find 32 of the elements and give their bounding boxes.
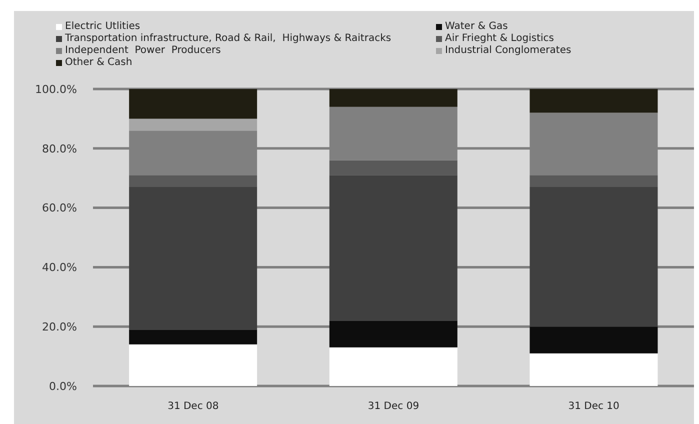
y-tick-label: 100.0% <box>35 82 77 96</box>
bar <box>129 118 258 131</box>
bar <box>329 320 458 348</box>
legend-label: Water & Gas <box>445 21 508 32</box>
y-tick-label: 80.0% <box>42 142 77 156</box>
bar <box>530 187 658 327</box>
bar <box>129 89 258 119</box>
x-tick-label: 31 Dec 09 <box>368 401 420 412</box>
bar <box>129 187 258 330</box>
legend-label: Other & Cash <box>65 57 132 68</box>
bar <box>329 160 458 176</box>
bar <box>129 344 258 386</box>
legend-label: Transportation infrastructure, Road & Rail, Highways & Raitracks <box>65 33 392 44</box>
bar <box>530 353 658 386</box>
legend-label: Independent Power Producers <box>65 45 221 56</box>
bar <box>329 175 458 321</box>
legend-label: Industrial Conglomerates <box>445 45 572 56</box>
bar <box>530 326 658 354</box>
bar <box>530 175 658 188</box>
y-tick-label: 20.0% <box>42 320 77 334</box>
bar <box>329 347 458 386</box>
bar <box>329 89 458 107</box>
y-tick-label: 0.0% <box>49 380 77 393</box>
bar <box>129 175 258 188</box>
y-tick-label: 40.0% <box>42 261 77 274</box>
x-tick-label: 31 Dec 08 <box>168 401 219 412</box>
x-tick-label: 31 Dec 10 <box>568 401 620 412</box>
legend-label: Electric Utlities <box>65 21 140 32</box>
bar <box>129 330 258 344</box>
y-tick-label: 60.0% <box>42 202 77 215</box>
bar <box>530 89 658 113</box>
legend-label: Air Frieght & Logistics <box>445 33 554 44</box>
